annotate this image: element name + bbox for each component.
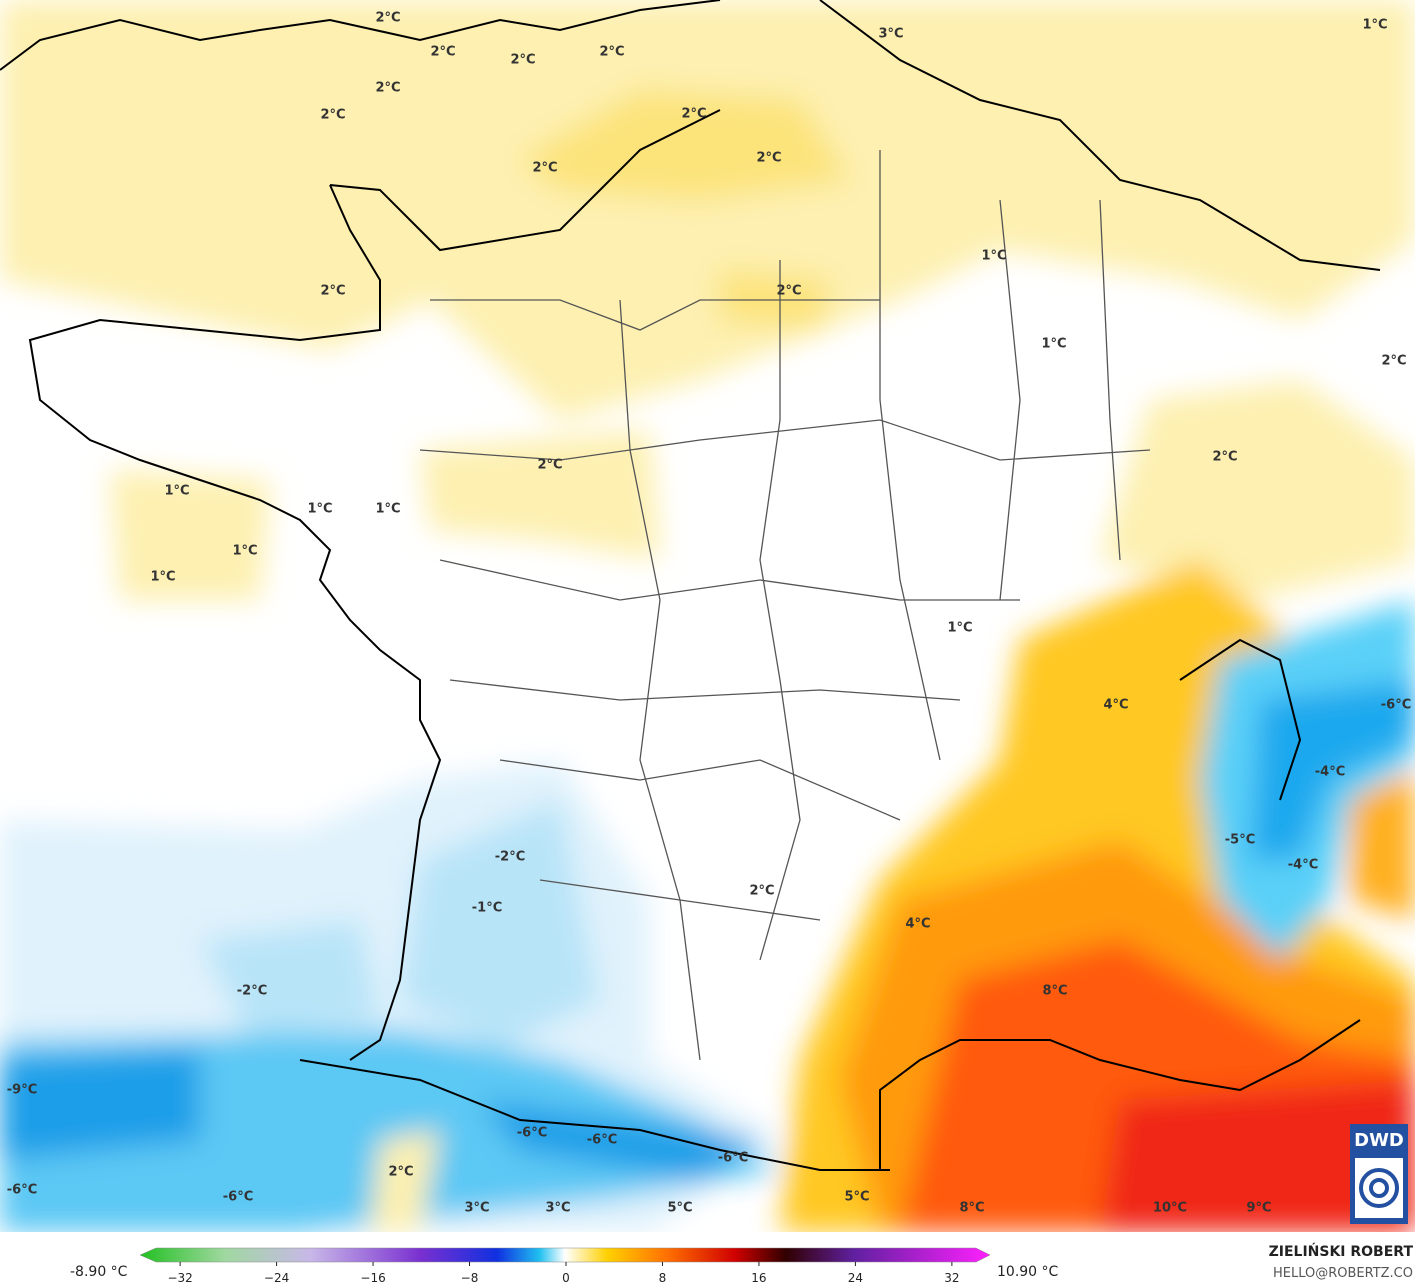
tick-label: 16 (751, 1271, 766, 1285)
max-label: 10.90 °C (997, 1264, 1059, 1280)
temp-label: 2°C (375, 81, 400, 96)
temp-label: -6°C (223, 1190, 253, 1205)
temp-label: 5°C (667, 1201, 692, 1216)
temp-label: 1°C (375, 502, 400, 517)
colorbar: −32 −24 −16 −8 0 8 16 24 32 (139, 1247, 991, 1285)
temp-label: 2°C (681, 107, 706, 122)
temp-label: 4°C (905, 917, 930, 932)
temp-label: 3°C (545, 1201, 570, 1216)
temp-label: 1°C (1041, 337, 1066, 352)
temp-label: 2°C (320, 284, 345, 299)
temp-label: 3°C (878, 27, 903, 42)
temp-label: -2°C (495, 850, 525, 865)
temp-label: -4°C (1315, 765, 1345, 780)
temp-label: 1°C (232, 544, 257, 559)
temp-label: 3°C (464, 1201, 489, 1216)
temp-label: 1°C (1362, 18, 1387, 33)
temp-label: 2°C (375, 11, 400, 26)
dwd-logo: DWD (1350, 1124, 1408, 1224)
tick-label: 0 (562, 1271, 570, 1285)
temp-label: 1°C (150, 570, 175, 585)
temp-label: 1°C (307, 502, 332, 517)
temp-label: 5°C (844, 1190, 869, 1205)
temp-label: 10°C (1153, 1201, 1187, 1216)
temp-label: -4°C (1288, 858, 1318, 873)
tick-label: 32 (944, 1271, 959, 1285)
temp-label: -2°C (237, 984, 267, 999)
temp-label: 4°C (1103, 698, 1128, 713)
temp-label: -9°C (7, 1083, 37, 1098)
tick-label: −16 (360, 1271, 385, 1285)
temp-label: 2°C (599, 45, 624, 60)
temp-label: 2°C (510, 53, 535, 68)
tick-label: 24 (848, 1271, 863, 1285)
credit-email: HELLO@ROBERTZ.CO (1273, 1266, 1413, 1281)
temp-label: 1°C (164, 484, 189, 499)
temp-label: 2°C (1212, 450, 1237, 465)
temp-label: 1°C (981, 249, 1006, 264)
temp-label: -5°C (1225, 833, 1255, 848)
temp-label: 2°C (756, 151, 781, 166)
temp-label: 2°C (537, 458, 562, 473)
temp-label: 2°C (388, 1165, 413, 1180)
temp-label: -6°C (7, 1183, 37, 1198)
tick-label: −24 (264, 1271, 289, 1285)
logo-text: DWD (1354, 1130, 1404, 1151)
temp-label: -6°C (517, 1126, 547, 1141)
tick-label: −8 (461, 1271, 479, 1285)
temp-label: 2°C (430, 45, 455, 60)
tick-label: 8 (659, 1271, 667, 1285)
temp-label: -1°C (472, 901, 502, 916)
temp-label: 8°C (1042, 984, 1067, 999)
map-field: 2°C 2°C 2°C 2°C 3°C 1°C 2°C 2°C 2°C 2°C 2°C 1°C 2°C 2… (0, 0, 1415, 1232)
temp-label: -6°C (587, 1133, 617, 1148)
temp-label: 2°C (776, 284, 801, 299)
temp-label: 2°C (749, 884, 774, 899)
temp-label: 9°C (1246, 1201, 1271, 1216)
temp-label: 8°C (959, 1201, 984, 1216)
temp-label: 2°C (532, 161, 557, 176)
temp-label: 2°C (320, 108, 345, 123)
temp-label: -6°C (1381, 698, 1411, 713)
min-label: -8.90 °C (70, 1264, 128, 1280)
temp-label: -6°C (718, 1151, 748, 1166)
tick-label: −32 (167, 1271, 192, 1285)
credit-name: ZIELIŃSKI ROBERT (1269, 1242, 1414, 1260)
temp-label: 1°C (947, 621, 972, 636)
temp-label: 2°C (1381, 354, 1406, 369)
